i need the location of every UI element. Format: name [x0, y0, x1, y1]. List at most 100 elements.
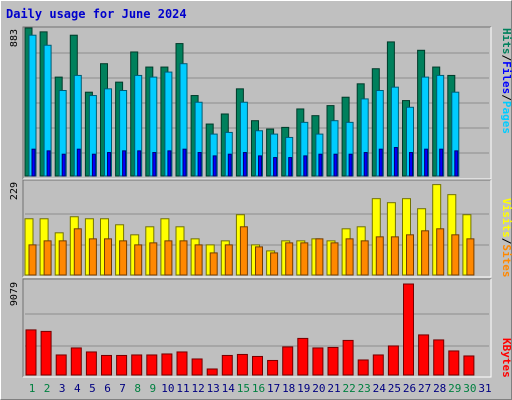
day-label: 18 — [282, 382, 295, 395]
bar-kbytes — [131, 354, 143, 376]
bar-files — [318, 153, 323, 177]
bar-kbytes — [312, 347, 324, 376]
bar-sites — [104, 238, 112, 276]
day-label: 30 — [463, 382, 476, 395]
bar-kbytes — [236, 353, 248, 376]
bar-sites — [390, 236, 399, 276]
bar-kbytes — [463, 355, 475, 376]
bar-kbytes — [267, 359, 279, 376]
bar-kbytes — [252, 355, 263, 376]
day-label: 17 — [267, 382, 280, 395]
day-label: 12 — [191, 382, 204, 395]
bar-sites — [194, 244, 203, 276]
bar-kbytes — [70, 347, 82, 376]
bar-files — [363, 152, 368, 177]
chart-title: Daily usage for June 2024 — [6, 7, 187, 21]
bar-kbytes — [357, 359, 369, 376]
day-label: 13 — [207, 382, 220, 395]
bar-sites — [58, 240, 67, 276]
bar-files — [61, 153, 66, 177]
bar-files — [273, 157, 278, 177]
bar-files — [258, 155, 262, 177]
bar-sites — [43, 240, 52, 276]
bar-sites — [134, 244, 143, 276]
day-label: 1 — [29, 382, 36, 395]
bar-files — [393, 147, 398, 177]
bar-sites — [149, 242, 158, 276]
bar-kbytes — [433, 339, 445, 376]
bar-files — [137, 150, 142, 177]
bar-files — [288, 157, 293, 177]
bars-top — [24, 27, 460, 177]
bar-sites — [119, 240, 128, 276]
day-label: 28 — [433, 382, 446, 395]
day-label: 15 — [237, 382, 250, 395]
bar-kbytes — [206, 368, 218, 376]
day-label: 8 — [134, 382, 141, 395]
bar-sites — [255, 246, 263, 276]
day-label: 23 — [358, 382, 371, 395]
y-max-label-top: 883 — [9, 29, 20, 47]
bar-files — [439, 148, 444, 177]
bar-sites — [451, 234, 460, 276]
day-label: 31 — [478, 382, 491, 395]
bar-files — [107, 152, 111, 177]
day-label: 7 — [119, 382, 126, 395]
bar-kbytes — [191, 358, 203, 376]
legend-kbytes: KBytes — [500, 338, 512, 378]
bar-files — [46, 150, 51, 177]
bar-files — [167, 150, 172, 177]
day-label: 3 — [59, 382, 66, 395]
bar-sites — [88, 238, 97, 276]
bar-files — [197, 152, 202, 177]
legend-files: Files — [500, 61, 512, 94]
bar-files — [227, 153, 232, 177]
bar-sites — [330, 242, 339, 276]
bar-files — [91, 153, 96, 177]
bar-sites — [285, 242, 294, 276]
bar-sites — [360, 240, 369, 276]
bar-files — [454, 150, 459, 177]
bar-files — [122, 150, 127, 177]
day-label: 24 — [373, 382, 387, 395]
legend-sites: Sites — [500, 244, 512, 277]
day-label: 20 — [312, 382, 325, 395]
bar-kbytes — [25, 329, 37, 376]
day-label: 9 — [149, 382, 156, 395]
day-label: 26 — [403, 382, 416, 395]
legend-separator: / — [500, 238, 512, 245]
legend-visits: Visits — [500, 198, 512, 238]
bar-sites — [270, 252, 279, 276]
bar-kbytes — [418, 334, 430, 376]
bar-kbytes — [85, 351, 97, 376]
day-labels: 1 2 3 4 5 6 7 8 9 10 11 12 13 14 15 16 17 18 19 20 21 22 23 24 2… — [29, 382, 492, 395]
bar-sites — [436, 228, 445, 276]
bar-files — [242, 152, 247, 177]
bar-kbytes — [146, 354, 158, 376]
day-label: 21 — [327, 382, 340, 395]
bar-files — [348, 153, 353, 177]
y-max-label-middle: 229 — [9, 182, 20, 200]
bar-sites — [179, 240, 188, 276]
day-label: 16 — [252, 382, 265, 395]
bar-files — [378, 148, 383, 177]
legend-pages: Pages — [500, 101, 512, 134]
bar-sites — [466, 238, 475, 276]
bar-sites — [345, 238, 354, 276]
legend-hits: Hits — [500, 28, 512, 55]
day-label: 19 — [297, 382, 310, 395]
legend-separator: / — [500, 94, 512, 101]
bar-kbytes — [161, 353, 173, 376]
bar-kbytes — [327, 346, 339, 376]
day-label: 10 — [161, 382, 174, 395]
bar-files — [152, 152, 157, 177]
day-label: 4 — [74, 382, 81, 395]
legend-separator: / — [500, 55, 512, 62]
bar-files — [182, 148, 187, 177]
bar-kbytes — [101, 354, 112, 376]
bar-files — [76, 148, 81, 177]
bar-kbytes — [387, 345, 399, 376]
bar-files — [212, 155, 217, 177]
legend-middle: Visits/Sites — [500, 198, 512, 278]
